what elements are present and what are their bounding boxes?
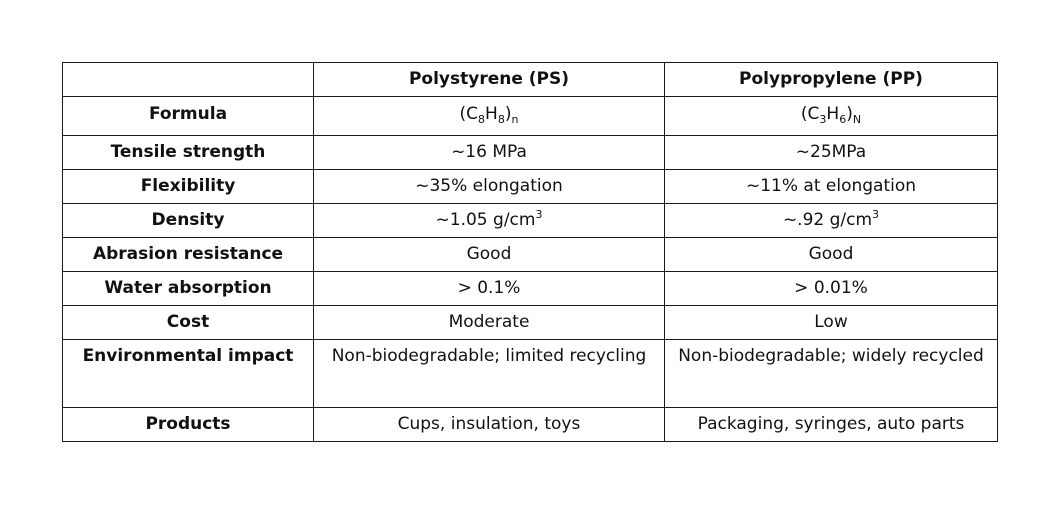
row-label: Abrasion resistance [62, 237, 314, 272]
cell-pp: Non-biodegradable; widely recycled [664, 339, 998, 408]
row-label: Cost [62, 305, 314, 340]
header-cell-empty [62, 62, 314, 97]
formula-part: H [826, 104, 840, 124]
cell-pp: > 0.01% [664, 271, 998, 306]
row-label: Density [62, 203, 314, 238]
table-row-water-absorption: Water absorption > 0.1% > 0.01% [62, 271, 998, 306]
table-row-environmental-impact: Environmental impact Non-biodegradable; … [62, 339, 998, 408]
cell-pp-formula: (C3H6)N [664, 96, 998, 136]
table-row-tensile-strength: Tensile strength ~16 MPa ~25MPa [62, 135, 998, 170]
table-row-flexibility: Flexibility ~35% elongation ~11% at elon… [62, 169, 998, 204]
cell-ps: ~16 MPa [313, 135, 665, 170]
formula-part: H [485, 104, 498, 124]
cell-pp: ~11% at elongation [664, 169, 998, 204]
formula-part: (C [800, 104, 820, 124]
header-cell-polystyrene: Polystyrene (PS) [313, 62, 665, 97]
density-superscript: 3 [872, 208, 880, 221]
cell-ps: ~1.05 g/cm3 [313, 203, 665, 238]
formula-subscript: 3 [819, 113, 827, 126]
row-label: Formula [62, 96, 314, 136]
cell-pp: Good [664, 237, 998, 272]
row-label: Water absorption [62, 271, 314, 306]
cell-ps: Non-biodegradable; limited recycling [313, 339, 665, 408]
formula-subscript: N [852, 113, 862, 126]
row-label: Tensile strength [62, 135, 314, 170]
table-row-products: Products Cups, insulation, toys Packagin… [62, 407, 998, 442]
formula-subscript: n [511, 113, 519, 126]
cell-pp: Packaging, syringes, auto parts [664, 407, 998, 442]
formula-part: ) [846, 104, 853, 124]
formula-subscript: 6 [839, 113, 847, 126]
table-row-formula: Formula (C8H8)n (C3H6)N [62, 96, 998, 136]
cell-ps: Moderate [313, 305, 665, 340]
formula-part: ) [504, 104, 512, 124]
row-label: Environmental impact [62, 339, 314, 408]
formula-subscript: 8 [497, 113, 505, 126]
header-row: Polystyrene (PS) Polypropylene (PP) [62, 62, 998, 97]
cell-pp: ~.92 g/cm3 [664, 203, 998, 238]
header-cell-polypropylene: Polypropylene (PP) [664, 62, 998, 97]
cell-pp: ~25MPa [664, 135, 998, 170]
cell-ps: Good [313, 237, 665, 272]
density-value: ~1.05 g/cm [435, 210, 536, 230]
table-row-density: Density ~1.05 g/cm3 ~.92 g/cm3 [62, 203, 998, 238]
density-superscript: 3 [535, 208, 543, 221]
cell-ps: Cups, insulation, toys [313, 407, 665, 442]
cell-ps: ~35% elongation [313, 169, 665, 204]
table-row-cost: Cost Moderate Low [62, 305, 998, 340]
row-label: Flexibility [62, 169, 314, 204]
comparison-table: Polystyrene (PS) Polypropylene (PP) Form… [62, 62, 998, 442]
formula-subscript: 8 [478, 113, 486, 126]
formula-part: (C [459, 104, 479, 124]
cell-pp: Low [664, 305, 998, 340]
cell-ps: > 0.1% [313, 271, 665, 306]
table-row-abrasion-resistance: Abrasion resistance Good Good [62, 237, 998, 272]
row-label: Products [62, 407, 314, 442]
density-value: ~.92 g/cm [782, 210, 873, 230]
cell-ps-formula: (C8H8)n [313, 96, 665, 136]
